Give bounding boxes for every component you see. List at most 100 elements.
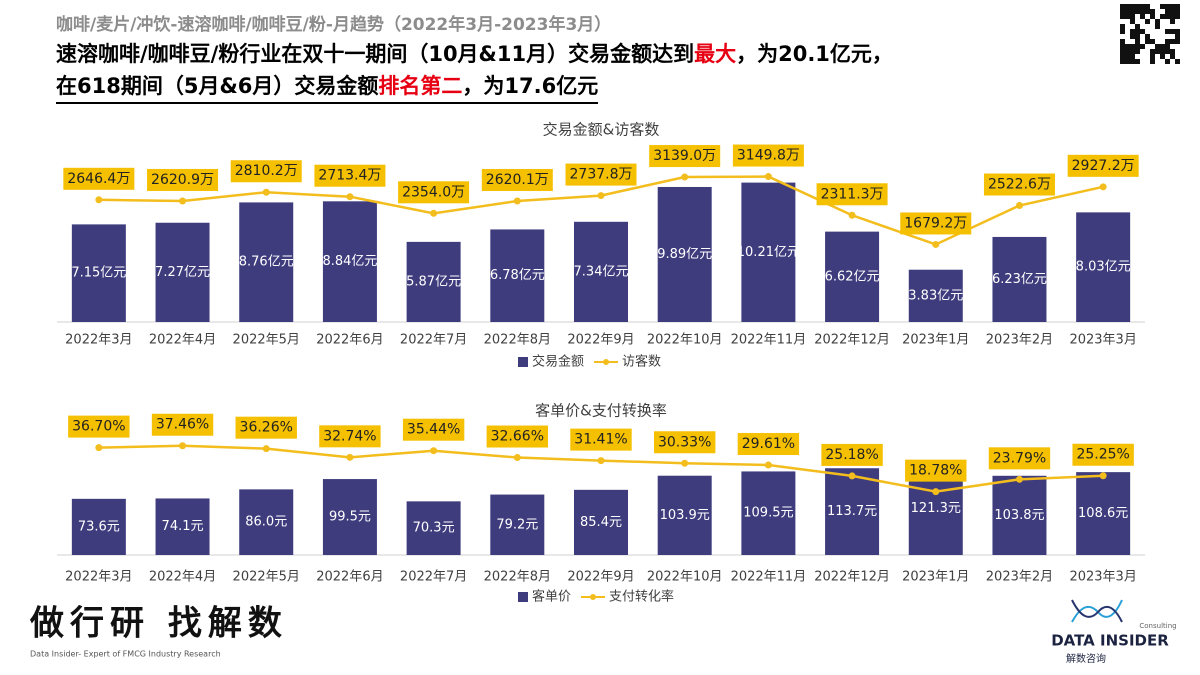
- qr-cell: [1160, 4, 1165, 9]
- qr-cell: [1140, 14, 1145, 19]
- qr-cell: [1130, 4, 1135, 9]
- qr-cell: [1125, 14, 1130, 19]
- qr-cell: [1135, 39, 1140, 44]
- x-tick-label: 2022年4月: [149, 333, 216, 348]
- bar-label: 3.83亿元: [908, 288, 963, 303]
- x-tick-label: 2022年3月: [65, 333, 132, 348]
- label-box: [481, 169, 553, 192]
- bar-label: 7.34亿元: [574, 264, 629, 279]
- x-tick-label: 2023年1月: [902, 333, 969, 348]
- label-box: [230, 160, 302, 183]
- qr-cell: [1160, 44, 1165, 49]
- x-tick-label: 2022年8月: [484, 570, 551, 585]
- point-label: 2810.2万: [235, 163, 298, 179]
- logo: DATA INSIDER: [1051, 632, 1169, 650]
- point-label: 30.33%: [658, 434, 711, 450]
- qr-cell: [1170, 29, 1175, 34]
- qr-cell: [1135, 49, 1140, 54]
- bar: [406, 241, 461, 322]
- bar: [406, 501, 461, 555]
- bar: [239, 202, 294, 322]
- bar: [322, 479, 377, 555]
- point-label: 25.25%: [1076, 447, 1129, 463]
- legend-label: 客单价: [532, 589, 571, 605]
- chart-title: 客单价&支付转换率: [535, 402, 667, 420]
- x-tick-label: 2022年7月: [400, 333, 467, 348]
- point: [346, 453, 354, 461]
- point: [179, 197, 187, 205]
- qr-cell: [1150, 39, 1155, 44]
- headline-highlight: 最大: [694, 42, 737, 66]
- point-label: 25.18%: [825, 447, 878, 463]
- x-tick-label: 2022年12月: [814, 570, 890, 585]
- bar: [322, 201, 377, 322]
- subtitle: 咖啡/麦片/冲饮-速溶咖啡/咖啡豆/粉-月趋势（2022年3月-2023年3月）: [56, 15, 612, 35]
- x-tick-label: 2023年3月: [1069, 333, 1136, 348]
- bar-label: 109.5元: [743, 506, 793, 521]
- qr-cell: [1130, 9, 1135, 14]
- qr-cell: [1155, 19, 1160, 24]
- point: [764, 461, 772, 469]
- qr-cell: [1165, 4, 1170, 9]
- bar: [741, 182, 796, 322]
- point-label: 3149.8万: [737, 148, 800, 164]
- qr-cell: [1150, 49, 1155, 54]
- qr-cell: [1130, 54, 1135, 59]
- qr-cell: [1155, 44, 1160, 49]
- point-label: 32.66%: [491, 429, 544, 445]
- point-label: 2713.4万: [318, 168, 381, 184]
- qr-cell: [1160, 14, 1165, 19]
- bar-label: 5.87亿元: [406, 274, 461, 289]
- point: [430, 209, 438, 217]
- headline-text: ，为17.6亿元: [462, 74, 599, 98]
- headline-text: 在618期间（5月&6月）交易金额: [56, 74, 379, 98]
- qr-cell: [1145, 34, 1150, 39]
- bar-label: 6.62亿元: [825, 269, 880, 284]
- point-label: 32.74%: [323, 428, 376, 444]
- label-box: [988, 447, 1051, 470]
- point: [95, 196, 103, 204]
- headline-text: ，为20.1亿元，: [736, 42, 893, 66]
- qr-cell: [1170, 19, 1175, 24]
- qr-cell: [1145, 19, 1150, 24]
- legend-swatch: [590, 594, 597, 600]
- point-label: 2620.9万: [151, 172, 214, 188]
- headline: 速溶咖啡/咖啡豆/粉行业在双十一期间（10月&11月）交易金额达到最大，为20.…: [56, 38, 893, 68]
- slogan: 做行研 找解数: [29, 604, 288, 644]
- x-tick-label: 2022年6月: [316, 570, 383, 585]
- label-box: [570, 428, 632, 451]
- bar: [657, 475, 712, 555]
- qr-cell: [1125, 59, 1130, 64]
- bar: [574, 221, 628, 322]
- label-box: [905, 459, 967, 482]
- bar-label: 113.7元: [827, 504, 877, 519]
- label-box: [737, 433, 800, 456]
- x-tick-label: 2022年6月: [316, 333, 383, 348]
- qr-cell: [1125, 49, 1130, 54]
- qr-cell: [1125, 54, 1130, 59]
- bar-label: 9.89亿元: [657, 247, 712, 262]
- bar-label: 85.4元: [580, 515, 622, 530]
- qr-cell: [1130, 49, 1135, 54]
- logo-tag: Consulting: [1139, 622, 1176, 630]
- bar: [490, 494, 545, 555]
- point-label: 37.46%: [156, 417, 209, 433]
- qr-cell: [1165, 44, 1170, 49]
- point-label: 2522.6万: [988, 177, 1051, 193]
- qr-cell: [1130, 44, 1135, 49]
- point-label: 1679.2万: [904, 215, 967, 231]
- bar-label: 79.2元: [496, 517, 538, 532]
- qr-cell: [1155, 49, 1160, 54]
- qr-cell: [1130, 14, 1135, 19]
- label-box: [900, 212, 972, 235]
- bar-label: 7.15亿元: [71, 266, 126, 281]
- label-box: [235, 416, 297, 439]
- bar-label: 103.8元: [994, 508, 1044, 523]
- qr-cell: [1140, 44, 1145, 49]
- label-box: [1072, 443, 1134, 466]
- x-tick-label: 2023年2月: [986, 333, 1053, 348]
- point: [932, 240, 940, 248]
- qr-cell: [1120, 54, 1125, 59]
- point-label: 2620.1万: [486, 172, 549, 188]
- point: [95, 444, 103, 452]
